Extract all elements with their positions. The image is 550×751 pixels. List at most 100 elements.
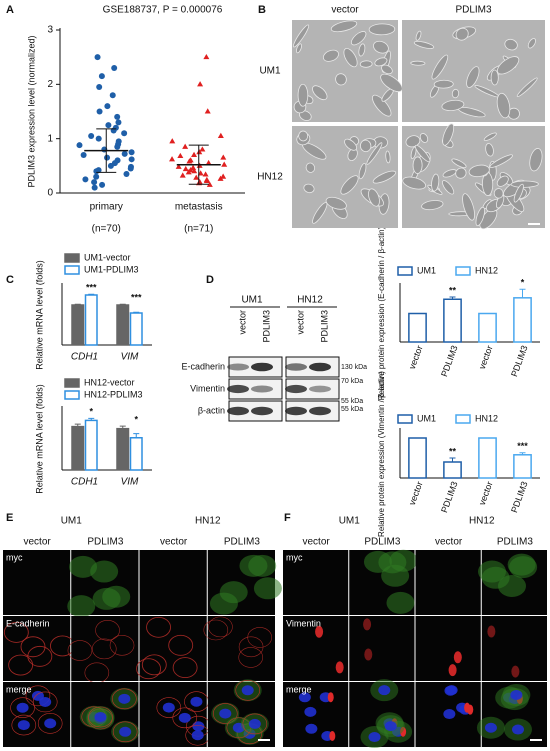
x-tick-label: VIM — [121, 352, 139, 363]
nucleus — [191, 730, 204, 741]
data-point — [179, 172, 186, 178]
protein-label: Vimentin — [190, 383, 225, 393]
cell — [475, 206, 485, 227]
cell — [442, 180, 455, 195]
significance: ** — [449, 446, 457, 456]
nucleus — [241, 685, 254, 696]
column-label: PDLIM3 — [497, 537, 534, 548]
nucleus — [443, 709, 456, 720]
signal — [88, 706, 113, 728]
band — [309, 362, 331, 372]
data-point — [93, 173, 100, 180]
signal — [90, 560, 119, 583]
data-point — [175, 163, 182, 169]
legend-swatch — [455, 266, 471, 276]
signal — [67, 640, 93, 661]
signal — [242, 713, 268, 735]
fluorescence-image — [481, 616, 547, 681]
cell — [359, 139, 372, 153]
cell — [344, 138, 358, 151]
nucleus — [384, 721, 397, 732]
bar — [116, 427, 130, 471]
signal — [219, 581, 248, 604]
signal — [8, 654, 34, 676]
fluorescence-image — [67, 616, 139, 684]
signal — [327, 692, 334, 703]
cell — [335, 73, 347, 86]
cell — [298, 130, 309, 142]
legend-swatch — [64, 265, 80, 275]
data-point — [128, 149, 135, 156]
x-tick-label: vector — [477, 344, 495, 370]
data-point — [80, 151, 87, 158]
image-bg — [283, 682, 349, 747]
fluorescence-image — [283, 616, 349, 681]
group-label: HN12 — [297, 295, 323, 306]
signal — [448, 664, 457, 677]
signal — [91, 638, 117, 660]
cell — [462, 193, 475, 221]
legend-swatch — [64, 390, 80, 400]
cell — [455, 167, 467, 179]
cell — [489, 154, 513, 168]
error-bar — [119, 303, 126, 305]
micrograph — [402, 20, 545, 122]
row-label: myc — [6, 552, 23, 562]
signal — [102, 585, 131, 608]
panel-letter: F — [284, 512, 291, 524]
y-axis-label: Relative protein expression (Vimentin / … — [377, 371, 386, 537]
nucleus — [44, 718, 57, 729]
image-bg — [71, 616, 139, 681]
band — [227, 363, 249, 371]
lane-label: vector — [295, 310, 305, 335]
panel-letter: C — [6, 274, 14, 286]
signal — [172, 707, 198, 729]
row-label: merge — [286, 684, 312, 694]
bar — [478, 312, 497, 343]
column-label: PDLIM3 — [455, 5, 492, 16]
bar — [443, 461, 462, 479]
bar — [478, 437, 497, 479]
error-bar — [133, 311, 140, 313]
fluorescence-image — [139, 550, 207, 615]
signal — [146, 616, 171, 638]
data-point — [121, 130, 128, 137]
legend-swatch — [64, 253, 80, 263]
significance: * — [89, 407, 93, 417]
data-point — [107, 162, 114, 169]
data-point — [203, 177, 210, 184]
nucleus — [17, 720, 30, 731]
fluorescence-image — [3, 682, 71, 747]
bar — [129, 437, 143, 471]
signal — [315, 625, 324, 638]
cell — [340, 175, 359, 195]
image-bg — [207, 616, 275, 681]
data-point — [109, 92, 116, 99]
bar — [71, 425, 85, 471]
nucleus — [248, 718, 261, 729]
data-point — [105, 122, 112, 129]
row-label: E-cadherin — [6, 618, 50, 628]
signal — [477, 560, 506, 583]
fluorescence-image — [207, 679, 275, 747]
data-point — [95, 135, 102, 142]
cell — [415, 30, 422, 41]
signal — [329, 730, 336, 741]
y-axis-label: PDLIM3 expression level (normalized) — [26, 35, 36, 187]
data-point — [128, 156, 135, 163]
image-bg — [3, 616, 71, 681]
image-bg — [349, 616, 415, 681]
column-label: vector — [331, 5, 359, 16]
cell — [513, 183, 524, 203]
cell — [483, 132, 497, 141]
data-point — [182, 165, 189, 172]
category-note: (n=70) — [92, 224, 121, 235]
x-tick-label: vector — [407, 344, 425, 370]
signal — [248, 554, 277, 577]
cell — [385, 150, 391, 164]
bar — [116, 304, 130, 346]
cell — [366, 142, 383, 165]
row-label: myc — [286, 552, 303, 562]
x-tick-label: primary — [90, 202, 123, 213]
cell — [380, 73, 403, 93]
